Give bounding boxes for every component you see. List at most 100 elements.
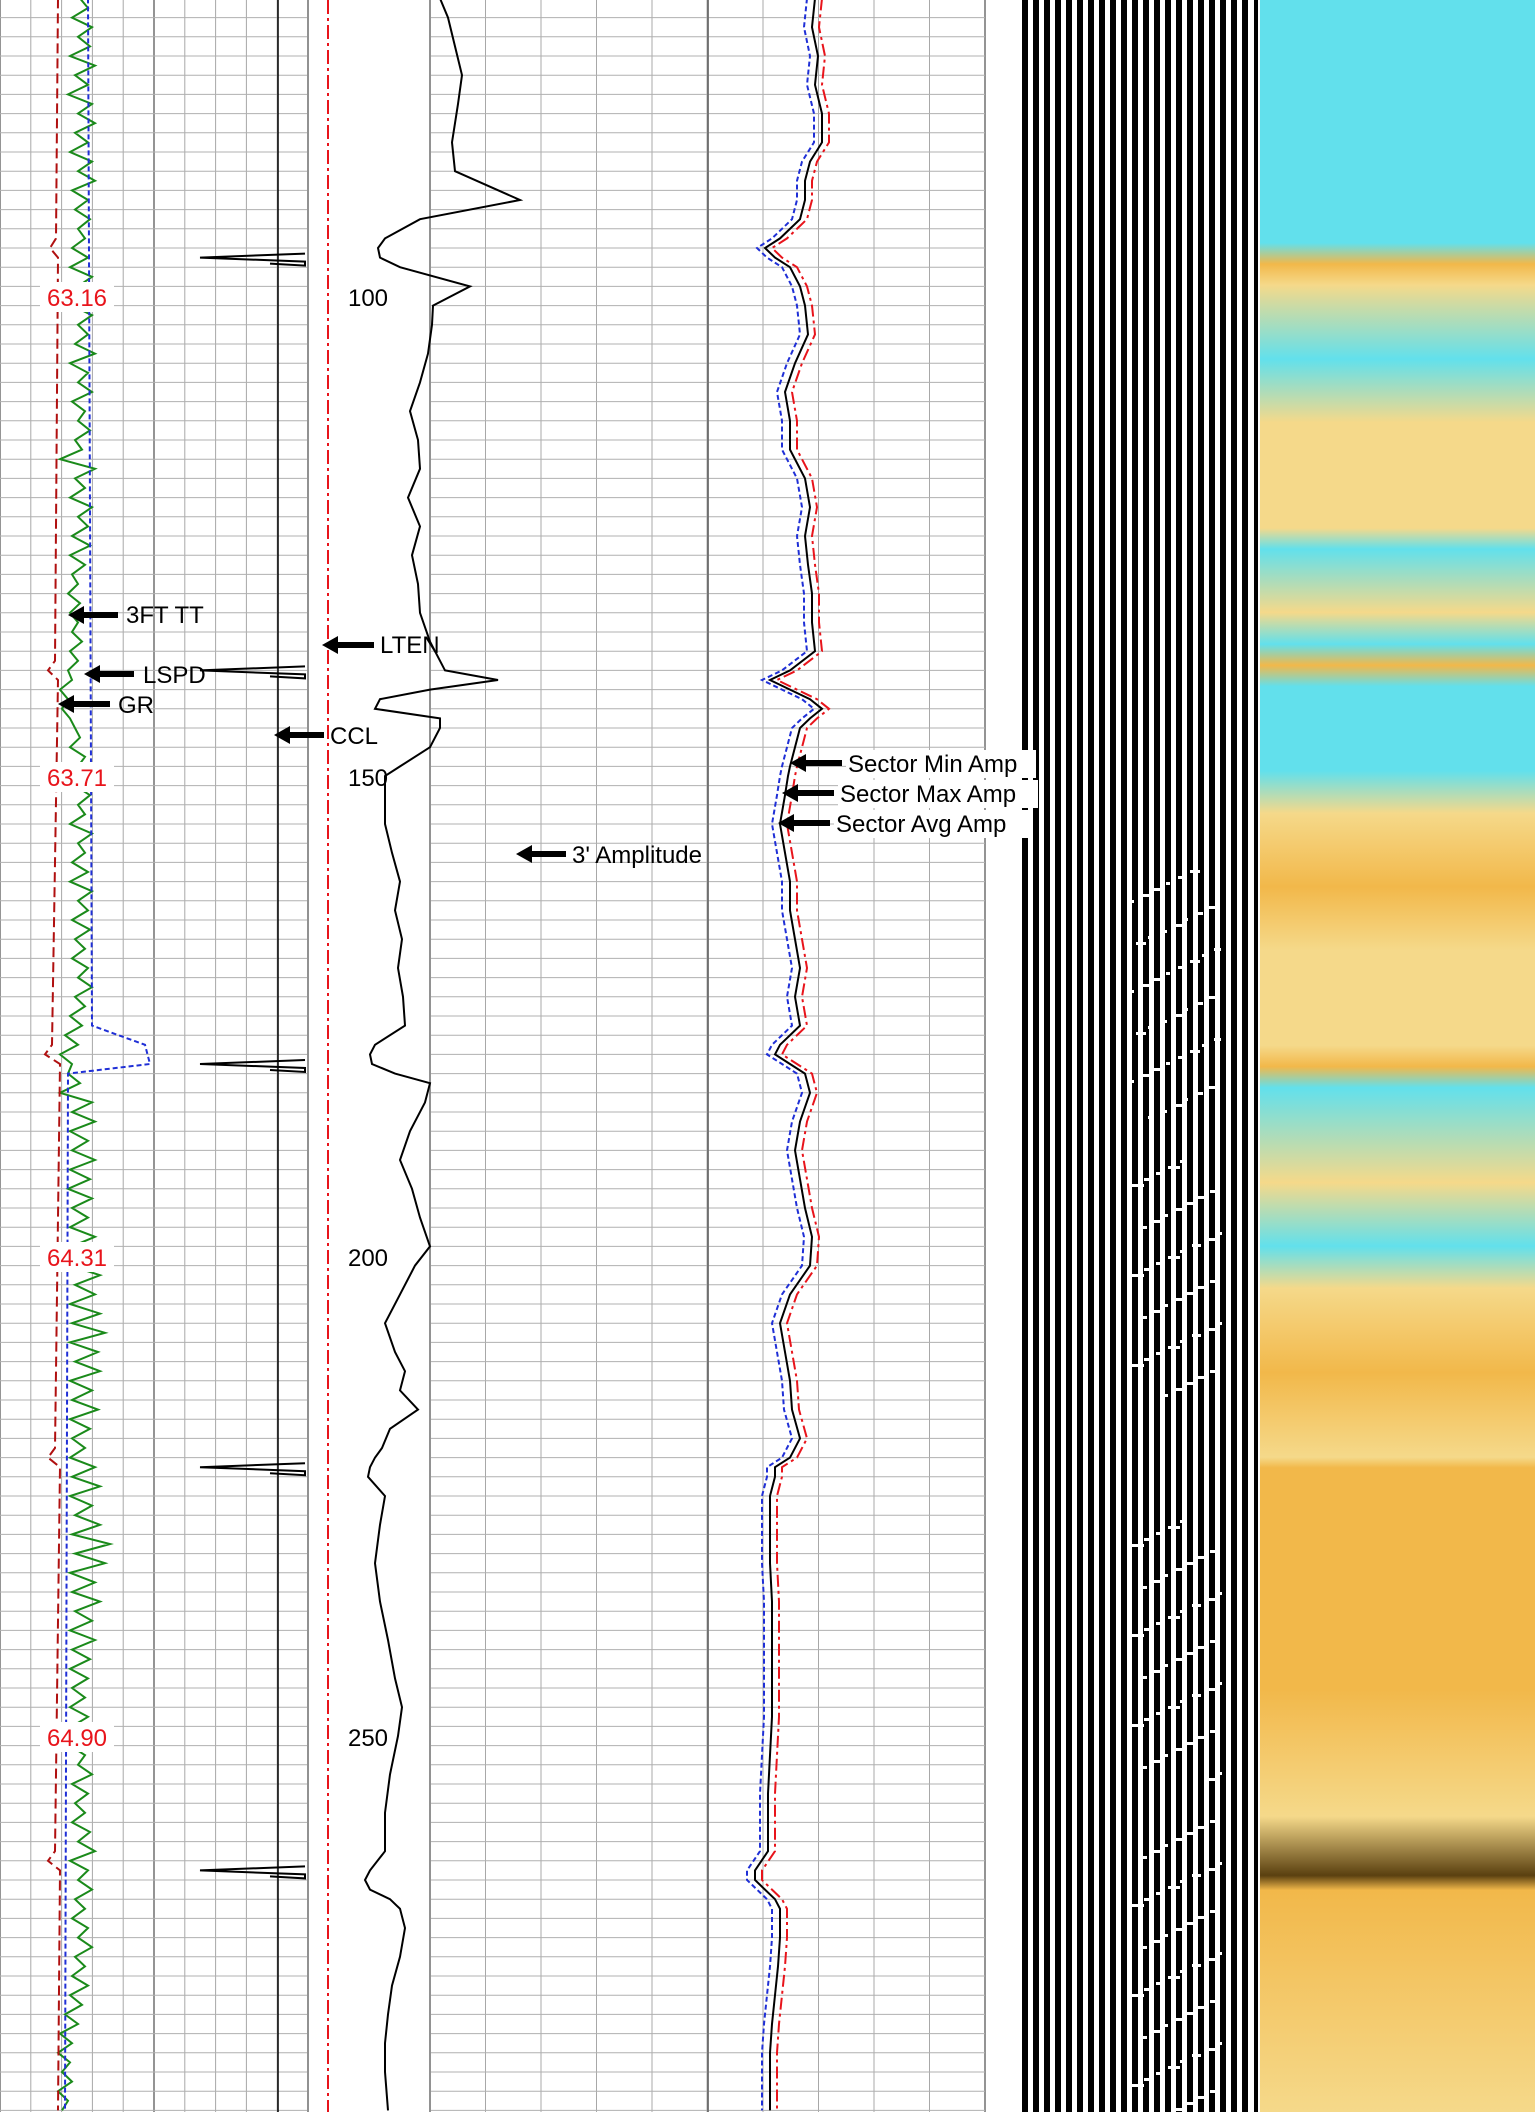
- vdl-speckle: [1148, 1026, 1152, 1029]
- vdl-speckle: [1214, 948, 1221, 951]
- vdl-speckle: [1184, 1008, 1188, 1011]
- vdl-speckle: [1130, 1080, 1134, 1083]
- vdl-speckle: [1138, 1766, 1147, 1769]
- vdl-speckle: [1138, 1676, 1147, 1679]
- vdl-speckle: [1150, 1760, 1162, 1763]
- vdl-speckle: [1216, 2042, 1222, 2045]
- variable-density-image: [1018, 0, 1258, 2112]
- color-map-image: [1260, 0, 1535, 2112]
- vdl-speckle: [1186, 1832, 1198, 1835]
- vdl-speckle: [1202, 954, 1206, 957]
- vdl-speckle: [1132, 1544, 1144, 1547]
- vdl-stripe: [1187, 0, 1193, 2112]
- vdl-speckle: [1132, 1904, 1144, 1907]
- amplitude-color-map: [1260, 0, 1535, 2112]
- vdl-speckle: [1144, 1358, 1150, 1361]
- vdl-speckle: [1216, 1592, 1222, 1595]
- vdl-stripe: [1110, 0, 1116, 2112]
- vdl-speckle: [1168, 1256, 1180, 1259]
- vdl-speckle: [1154, 1068, 1164, 1071]
- sector-min-curve: [746, 0, 816, 2111]
- vdl-speckle: [1150, 1940, 1162, 1943]
- depth-label: 150: [348, 765, 388, 792]
- tt-curve: [43, 0, 62, 2111]
- vdl-speckle: [1210, 1820, 1219, 1823]
- vdl-speckle: [1156, 2072, 1165, 2075]
- vdl-speckle: [1210, 1640, 1219, 1643]
- savg-label: Sector Avg Amp: [836, 811, 1006, 838]
- vdl-speckle: [1196, 1092, 1203, 1095]
- vdl-speckle: [1198, 1916, 1204, 1919]
- vdl-speckle: [1216, 1772, 1222, 1775]
- vdl-stripe: [1220, 0, 1226, 2112]
- vdl-speckle: [1190, 960, 1200, 963]
- vdl-speckle: [1156, 1172, 1165, 1175]
- vdl-speckle: [1144, 1178, 1150, 1181]
- vdl-speckle: [1174, 1298, 1183, 1301]
- vdl-speckle: [1180, 2060, 1186, 2063]
- vdl-speckle: [1192, 1244, 1201, 1247]
- vdl-speckle: [1186, 1922, 1198, 1925]
- vdl-speckle: [1186, 1652, 1198, 1655]
- vdl-speckle: [1198, 2096, 1204, 2099]
- savg-annotation: Sector Avg Amp: [778, 810, 1030, 838]
- vdl-speckle: [1210, 1190, 1219, 1193]
- vdl-stripe: [1088, 0, 1094, 2112]
- vdl-stripe: [1055, 0, 1061, 2112]
- vdl-speckle: [1174, 1208, 1183, 1211]
- vdl-speckle: [1186, 1562, 1198, 1565]
- vdl-speckle: [1178, 876, 1185, 879]
- vdl-speckle: [1154, 888, 1164, 891]
- vdl-speckle: [1154, 978, 1164, 981]
- vdl-speckle: [1186, 2102, 1198, 2105]
- vdl-speckle: [1208, 996, 1218, 999]
- vdl-speckle: [1132, 2084, 1144, 2087]
- vdl-speckle: [1168, 1166, 1180, 1169]
- amp3-label: 3' Amplitude: [572, 842, 702, 869]
- ccl-spikes: [199, 252, 306, 1880]
- vdl-speckle: [1210, 1550, 1219, 1553]
- vdl-speckle: [1144, 1718, 1150, 1721]
- vdl-speckle: [1172, 1014, 1182, 1017]
- depth-label: 250: [348, 1725, 388, 1752]
- vdl-speckle: [1162, 1214, 1168, 1217]
- vdl-speckle: [1162, 1574, 1168, 1577]
- vdl-stripe: [1154, 0, 1160, 2112]
- vdl-speckle: [1208, 906, 1218, 909]
- vdl-speckle: [1186, 2012, 1198, 2015]
- vdl-speckle: [1192, 1964, 1201, 1967]
- sector-max-curve: [761, 0, 831, 2111]
- vdl-speckle: [1174, 1748, 1183, 1751]
- vdl-stripe: [1198, 0, 1204, 2112]
- vdl-stripe: [1132, 0, 1138, 2112]
- vdl-speckle: [1156, 1352, 1165, 1355]
- vdl-speckle: [1180, 1610, 1186, 1613]
- vdl-speckle: [1196, 912, 1203, 915]
- tension-label: 63.71: [47, 765, 107, 792]
- vdl-speckle: [1162, 1934, 1168, 1937]
- vdl-stripe: [1022, 0, 1028, 2112]
- vdl-speckle: [1216, 1862, 1222, 1865]
- vdl-speckle: [1210, 2000, 1219, 2003]
- depth-label: 100: [348, 285, 388, 312]
- vdl-speckle: [1144, 1628, 1150, 1631]
- depth-labels: 100 150 200 250: [348, 285, 388, 1752]
- lten-annotation: LTEN: [322, 632, 440, 659]
- vdl-speckle: [1168, 1706, 1180, 1709]
- vdl-stripe: [1209, 0, 1215, 2112]
- tension-label: 63.16: [47, 285, 107, 312]
- depth-label: 200: [348, 1245, 388, 1272]
- vdl-speckle: [1148, 1116, 1152, 1119]
- vdl-speckle: [1162, 1304, 1168, 1307]
- vdl-speckle: [1168, 1526, 1180, 1529]
- curve-annotations: 3FT TT LSPD GR LTEN CCL 3' Amplitude Sec…: [58, 602, 1038, 869]
- vdl-speckle: [1132, 1994, 1144, 1997]
- vdl-stripe: [1066, 0, 1072, 2112]
- vdl-speckle: [1204, 1598, 1216, 1601]
- vdl-speckle: [1174, 1928, 1183, 1931]
- vdl-speckle: [1198, 1826, 1204, 1829]
- vdl-speckle: [1130, 990, 1134, 993]
- vdl-stripe: [1044, 0, 1050, 2112]
- vdl-speckle: [1210, 1730, 1219, 1733]
